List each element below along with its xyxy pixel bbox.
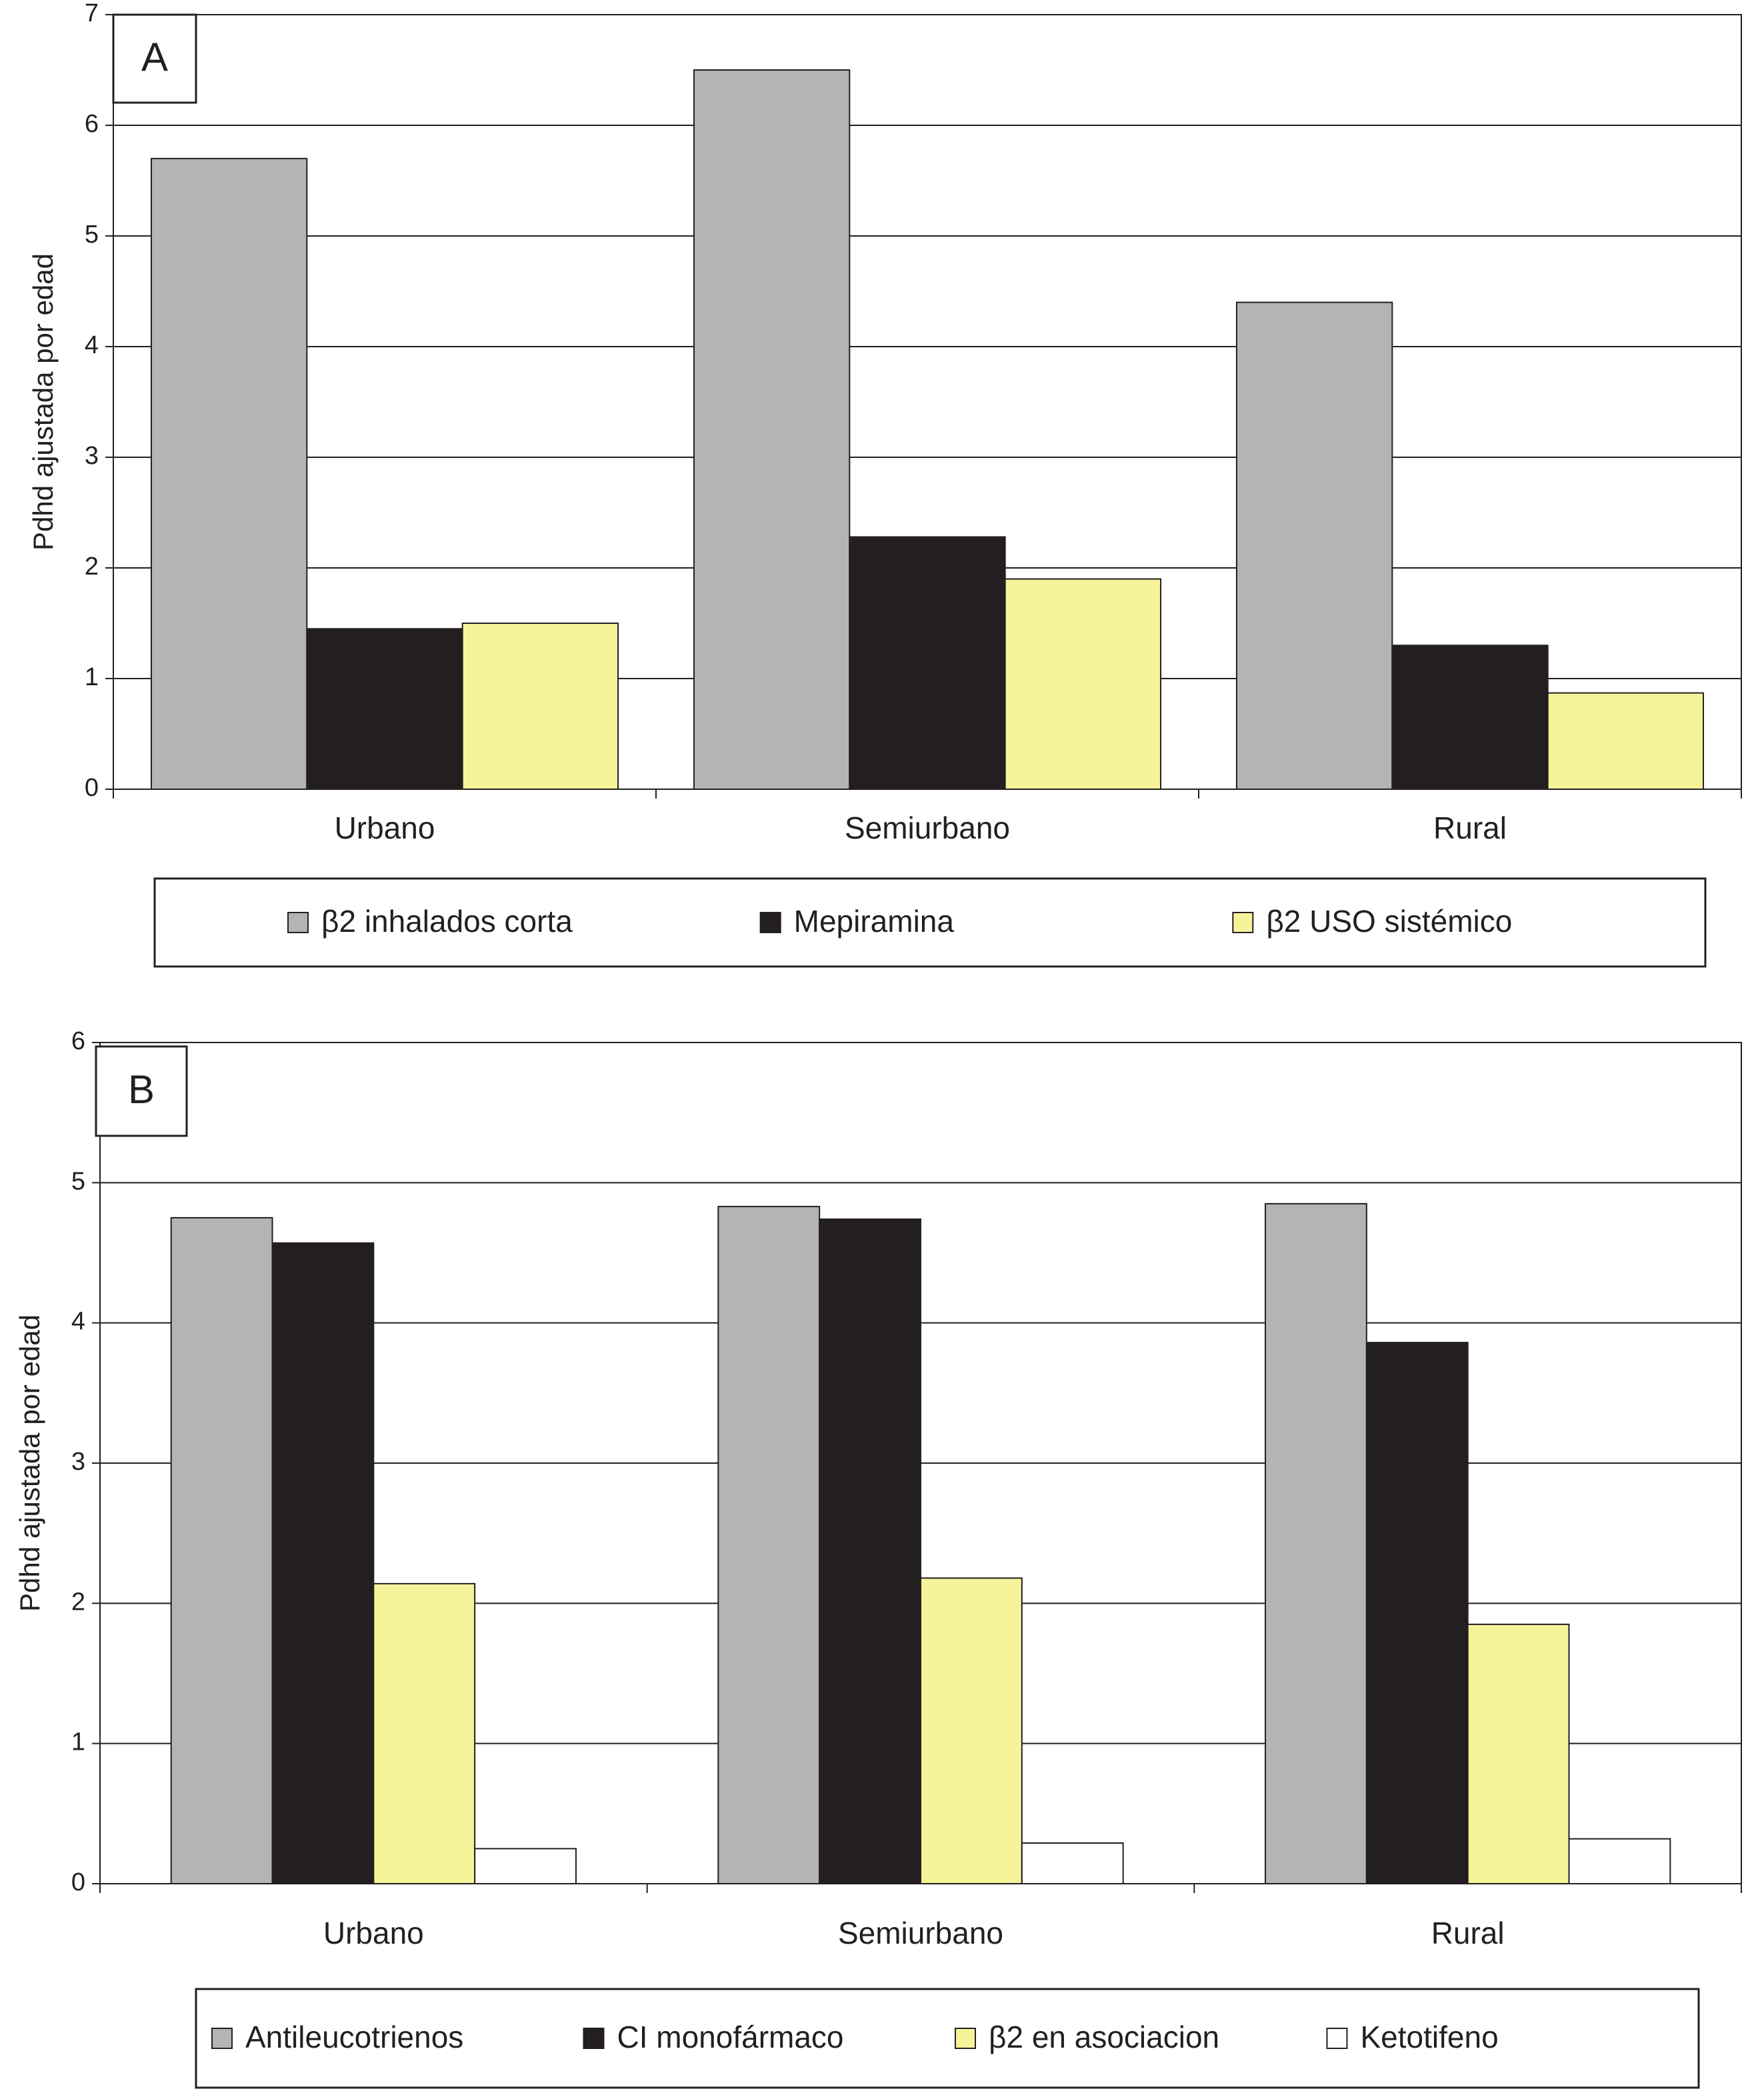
bar <box>1235 301 1393 791</box>
y-tick-label: 2 <box>85 553 99 581</box>
y-tick-label: 5 <box>85 221 99 249</box>
legend-swatch <box>1232 912 1254 933</box>
bar <box>461 623 619 790</box>
legend-swatch <box>955 2028 976 2049</box>
x-tick-label: Urbano <box>335 811 435 845</box>
panel-label: A <box>141 35 168 79</box>
bar <box>170 1216 273 1884</box>
y-tick-label: 0 <box>71 1868 85 1896</box>
legend-swatch <box>583 2028 605 2049</box>
legend-label: Mepiramina <box>794 904 955 939</box>
y-tick-label: 0 <box>85 774 99 802</box>
bar <box>920 1577 1023 1885</box>
legend-label: CI monofármaco <box>617 2020 844 2054</box>
legend-box <box>153 877 1707 968</box>
y-axis-label: Pdhd ajustada por edad <box>14 1314 45 1612</box>
panel-box <box>95 1045 188 1137</box>
y-tick-label: 1 <box>85 663 99 691</box>
bar <box>1568 1838 1671 1885</box>
legend-label: β2 USO sistémico <box>1266 904 1512 939</box>
y-tick-label: 4 <box>71 1308 85 1336</box>
legend-swatch <box>759 912 781 933</box>
bar <box>150 157 308 791</box>
bar <box>849 536 1006 791</box>
y-tick-label: 2 <box>71 1588 85 1616</box>
x-tick-label: Urbano <box>323 1916 424 1950</box>
bar <box>1021 1842 1124 1885</box>
x-tick-label: Semiurbano <box>845 811 1010 845</box>
bar <box>819 1218 921 1884</box>
legend-label: β2 en asociacion <box>989 2020 1219 2054</box>
y-axis-label: Pdhd ajustada por edad <box>27 253 59 551</box>
x-tick-label: Rural <box>1431 1916 1505 1950</box>
legend-label: β2 inhalados corta <box>321 904 573 939</box>
bar <box>1265 1202 1367 1884</box>
bar <box>1365 1342 1469 1884</box>
legend-swatch <box>1326 2028 1348 2049</box>
y-tick-label: 5 <box>71 1167 85 1195</box>
bar <box>271 1242 375 1884</box>
x-tick-label: Semiurbano <box>838 1916 1003 1950</box>
y-tick-label: 4 <box>85 331 99 359</box>
panel-box <box>112 13 197 104</box>
y-tick-label: 3 <box>71 1448 85 1476</box>
legend-swatch <box>211 2028 233 2049</box>
legend-swatch <box>287 912 309 933</box>
legend-box <box>195 1988 1700 2089</box>
y-tick-label: 1 <box>71 1728 85 1756</box>
y-tick-label: 3 <box>85 442 99 470</box>
bar <box>1467 1623 1570 1884</box>
bar <box>306 628 463 790</box>
legend-label: Antileucotrienos <box>245 2020 463 2054</box>
bar <box>717 1206 821 1884</box>
bar <box>474 1848 577 1885</box>
y-tick-label: 7 <box>85 0 99 27</box>
legend-label: Ketotifeno <box>1361 2020 1499 2054</box>
bar <box>1004 578 1162 790</box>
bar <box>373 1582 476 1885</box>
y-tick-label: 6 <box>71 1027 85 1055</box>
x-tick-label: Rural <box>1433 811 1507 845</box>
bar <box>1391 645 1549 791</box>
bar <box>693 69 851 790</box>
bar <box>1547 692 1705 790</box>
panel-label: B <box>128 1067 155 1112</box>
y-tick-label: 6 <box>85 110 99 138</box>
